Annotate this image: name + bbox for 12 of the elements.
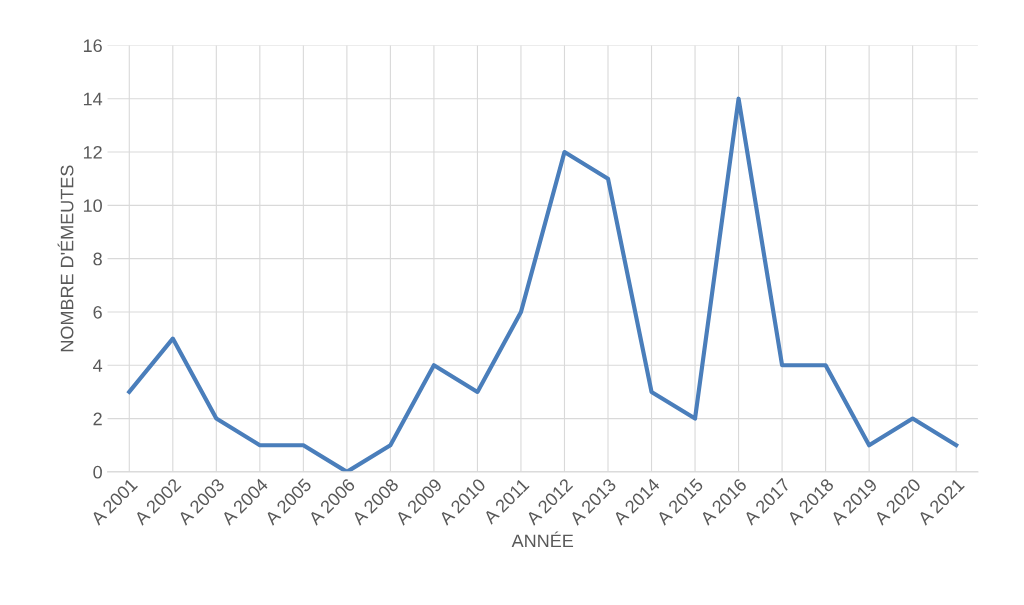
y-tick-label: 8 [93, 252, 102, 266]
y-tick-label: 16 [83, 39, 102, 53]
line-series [127, 96, 959, 472]
y-axis-title: NOMBRE D'ÉMEUTES [57, 165, 74, 352]
y-tick-label: 12 [83, 145, 102, 159]
y-tick-label: 0 [93, 465, 102, 479]
x-axis-title: ANNÉE [511, 531, 574, 548]
y-tick-label: 10 [83, 199, 102, 213]
y-tick-label: 4 [93, 359, 103, 372]
y-tick-label: 14 [83, 92, 103, 106]
y-tick-label: 2 [93, 412, 102, 426]
y-tick-label: 6 [93, 305, 102, 319]
